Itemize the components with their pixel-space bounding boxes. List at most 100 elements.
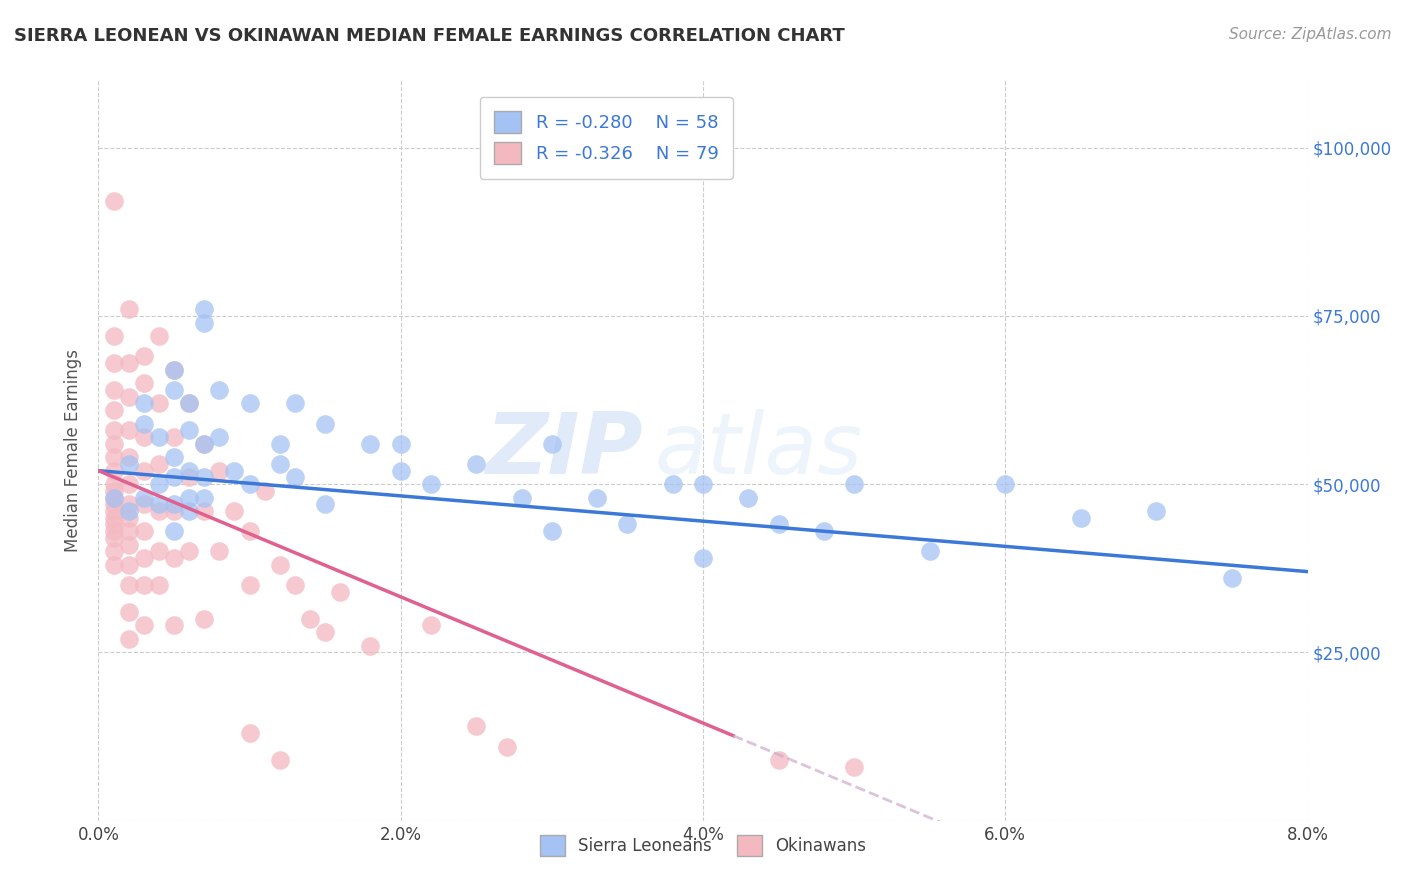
Point	[132, 349, 155, 363]
Point	[132, 430, 155, 444]
Point	[118, 605, 141, 619]
Point	[103, 544, 125, 558]
Point	[132, 417, 155, 431]
Point	[269, 457, 291, 471]
Point	[103, 464, 125, 478]
Point	[103, 524, 125, 539]
Point	[1146, 504, 1168, 518]
Point	[148, 497, 170, 511]
Point	[329, 584, 352, 599]
Point	[661, 477, 683, 491]
Point	[420, 477, 443, 491]
Point	[118, 457, 141, 471]
Point	[465, 457, 488, 471]
Point	[103, 491, 125, 505]
Point	[103, 383, 125, 397]
Point	[103, 510, 125, 524]
Point	[844, 477, 866, 491]
Point	[208, 544, 231, 558]
Point	[163, 504, 186, 518]
Point	[299, 612, 322, 626]
Point	[465, 719, 488, 733]
Point	[163, 362, 186, 376]
Point	[813, 524, 835, 539]
Point	[179, 504, 201, 518]
Point	[193, 302, 215, 317]
Point	[284, 470, 307, 484]
Text: SIERRA LEONEAN VS OKINAWAN MEDIAN FEMALE EARNINGS CORRELATION CHART: SIERRA LEONEAN VS OKINAWAN MEDIAN FEMALE…	[14, 27, 845, 45]
Point	[118, 510, 141, 524]
Point	[118, 356, 141, 370]
Point	[132, 524, 155, 539]
Text: ZIP: ZIP	[485, 409, 643, 492]
Point	[224, 504, 246, 518]
Point	[179, 464, 201, 478]
Point	[118, 390, 141, 404]
Point	[163, 430, 186, 444]
Point	[118, 423, 141, 437]
Point	[224, 464, 246, 478]
Point	[193, 436, 215, 450]
Point	[103, 531, 125, 545]
Point	[179, 396, 201, 410]
Point	[239, 477, 262, 491]
Point	[269, 436, 291, 450]
Point	[616, 517, 638, 532]
Point	[540, 436, 562, 450]
Point	[692, 551, 714, 566]
Point	[103, 504, 125, 518]
Point	[148, 504, 170, 518]
Point	[193, 316, 215, 330]
Point	[193, 504, 215, 518]
Point	[163, 450, 186, 465]
Point	[692, 477, 714, 491]
Point	[360, 436, 382, 450]
Point	[103, 491, 125, 505]
Point	[103, 450, 125, 465]
Point	[103, 483, 125, 498]
Point	[148, 477, 170, 491]
Point	[148, 329, 170, 343]
Point	[103, 194, 125, 209]
Point	[239, 726, 262, 740]
Point	[737, 491, 759, 505]
Point	[1220, 571, 1243, 585]
Point	[844, 760, 866, 774]
Point	[314, 417, 336, 431]
Point	[495, 739, 517, 754]
Point	[420, 618, 443, 632]
Point	[239, 578, 262, 592]
Point	[1070, 510, 1092, 524]
Point	[163, 383, 186, 397]
Point	[118, 477, 141, 491]
Point	[179, 544, 201, 558]
Point	[103, 558, 125, 572]
Point	[360, 639, 382, 653]
Y-axis label: Median Female Earnings: Median Female Earnings	[65, 349, 83, 552]
Point	[132, 497, 155, 511]
Point	[103, 477, 125, 491]
Point	[163, 470, 186, 484]
Point	[132, 618, 155, 632]
Point	[132, 491, 155, 505]
Point	[132, 376, 155, 391]
Point	[118, 538, 141, 552]
Point	[132, 578, 155, 592]
Point	[239, 396, 262, 410]
Text: Source: ZipAtlas.com: Source: ZipAtlas.com	[1229, 27, 1392, 42]
Point	[269, 558, 291, 572]
Point	[208, 430, 231, 444]
Point	[994, 477, 1017, 491]
Point	[103, 517, 125, 532]
Point	[163, 551, 186, 566]
Point	[193, 612, 215, 626]
Point	[118, 524, 141, 539]
Point	[118, 578, 141, 592]
Point	[768, 517, 790, 532]
Point	[918, 544, 941, 558]
Point	[586, 491, 609, 505]
Point	[118, 504, 141, 518]
Point	[103, 329, 125, 343]
Point	[179, 491, 201, 505]
Point	[239, 524, 262, 539]
